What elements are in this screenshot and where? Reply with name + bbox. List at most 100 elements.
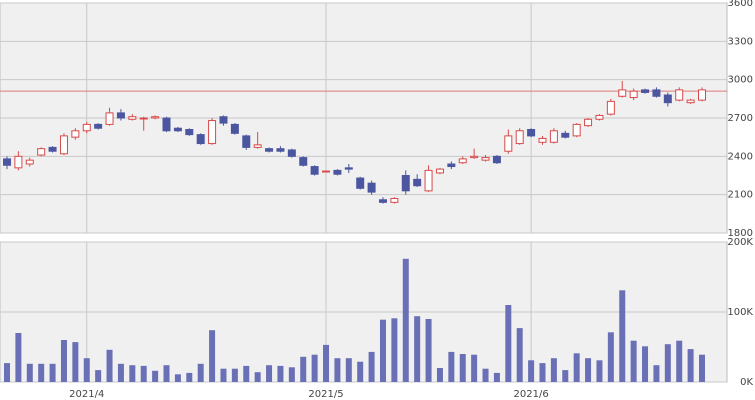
volume-bar bbox=[687, 349, 694, 382]
volume-bar bbox=[15, 333, 22, 382]
volume-bar bbox=[379, 319, 386, 382]
volume-bar bbox=[277, 365, 284, 382]
volume-bar bbox=[528, 360, 535, 382]
volume-bar bbox=[493, 372, 500, 382]
candle-body bbox=[253, 144, 262, 148]
candle-body bbox=[310, 166, 319, 175]
candle-body bbox=[208, 120, 217, 145]
volume-bar bbox=[414, 316, 421, 382]
candle-body bbox=[618, 89, 627, 97]
volume-bar bbox=[186, 372, 193, 382]
volume-bar bbox=[254, 372, 261, 382]
candle-body bbox=[549, 130, 558, 143]
candle-body bbox=[401, 175, 410, 192]
candle-body bbox=[663, 94, 672, 104]
volume-bar bbox=[209, 330, 216, 382]
candle-body bbox=[572, 123, 581, 137]
candle-body bbox=[151, 116, 160, 119]
volume-bar bbox=[585, 358, 592, 382]
candle-body bbox=[641, 89, 650, 93]
volume-bar bbox=[334, 358, 341, 382]
volume-bar bbox=[357, 361, 364, 382]
volume-bar bbox=[699, 354, 705, 382]
volume-bar bbox=[38, 363, 45, 382]
y-tick-label: 100K bbox=[727, 307, 753, 318]
volume-bar bbox=[106, 349, 113, 382]
candle-body bbox=[71, 130, 80, 138]
candle-body bbox=[242, 135, 251, 148]
candle-body bbox=[37, 148, 46, 156]
volume-bar bbox=[676, 340, 683, 382]
volume-bar bbox=[129, 365, 136, 382]
volume-bar bbox=[607, 332, 614, 382]
candle-body bbox=[48, 146, 57, 152]
candle-body bbox=[686, 99, 695, 104]
x-tick-label: 2021/5 bbox=[308, 389, 343, 400]
candle-body bbox=[390, 198, 399, 203]
x-tick-label: 2021/6 bbox=[514, 389, 549, 400]
candle-body bbox=[25, 159, 34, 165]
volume-bar bbox=[653, 365, 660, 382]
volume-bar bbox=[391, 318, 398, 382]
candle-body bbox=[413, 178, 422, 187]
volume-bar bbox=[505, 305, 512, 382]
volume-bar bbox=[425, 319, 432, 382]
y-tick-label: 200K bbox=[727, 237, 753, 248]
volume-bar bbox=[26, 363, 33, 382]
volume-bar bbox=[402, 258, 409, 382]
volume-bar bbox=[60, 340, 67, 382]
volume-bar bbox=[368, 351, 375, 382]
volume-bar bbox=[516, 328, 523, 382]
candle-body bbox=[527, 129, 536, 137]
candle-body bbox=[538, 137, 547, 143]
candle-body bbox=[561, 132, 570, 138]
y-tick-label: 2100 bbox=[728, 190, 753, 201]
volume-bar bbox=[471, 354, 478, 382]
candle-body bbox=[3, 158, 11, 166]
candle-body bbox=[447, 163, 456, 168]
candle-body bbox=[378, 199, 387, 203]
volume-bar bbox=[448, 351, 455, 382]
volume-bar bbox=[72, 342, 79, 382]
y-tick-label: 3300 bbox=[728, 36, 753, 47]
candle-body bbox=[698, 89, 706, 101]
volume-bar bbox=[596, 360, 603, 382]
candle-body bbox=[675, 89, 684, 101]
x-tick-label: 2021/4 bbox=[69, 389, 104, 400]
y-tick-label: 1800 bbox=[728, 228, 753, 239]
volume-bar bbox=[642, 346, 649, 382]
candle-body bbox=[595, 114, 604, 120]
volume-bar bbox=[573, 353, 580, 382]
candle-body bbox=[344, 167, 353, 170]
candle-body bbox=[173, 127, 182, 132]
volume-bar bbox=[345, 358, 352, 382]
volume-bar bbox=[174, 374, 181, 382]
candle-body bbox=[185, 129, 194, 136]
y-tick-label: 2700 bbox=[728, 113, 753, 124]
y-tick-label: 3600 bbox=[728, 0, 753, 9]
candle-body bbox=[94, 123, 103, 129]
candle-body bbox=[492, 155, 501, 164]
candle-body bbox=[435, 168, 444, 174]
volume-bar bbox=[95, 370, 102, 382]
volume-bar bbox=[163, 365, 170, 382]
volume-bar bbox=[197, 363, 204, 382]
candle-body bbox=[629, 90, 638, 99]
volume-bar bbox=[266, 365, 273, 382]
candle-body bbox=[333, 169, 342, 175]
candle-body bbox=[458, 158, 467, 164]
volume-bar bbox=[482, 368, 489, 382]
candle-body bbox=[230, 123, 239, 134]
y-tick-label: 2400 bbox=[728, 151, 753, 162]
candle-body bbox=[265, 148, 274, 152]
candle-body bbox=[82, 123, 91, 132]
volume-bar bbox=[49, 363, 56, 382]
candle-body bbox=[584, 118, 593, 127]
candle-body bbox=[606, 100, 615, 115]
volume-bar bbox=[323, 344, 330, 382]
volume-bar bbox=[550, 358, 557, 382]
candle-body bbox=[14, 155, 23, 169]
candle-body bbox=[515, 130, 524, 145]
volume-bar bbox=[83, 358, 90, 382]
candle-body bbox=[287, 149, 296, 157]
